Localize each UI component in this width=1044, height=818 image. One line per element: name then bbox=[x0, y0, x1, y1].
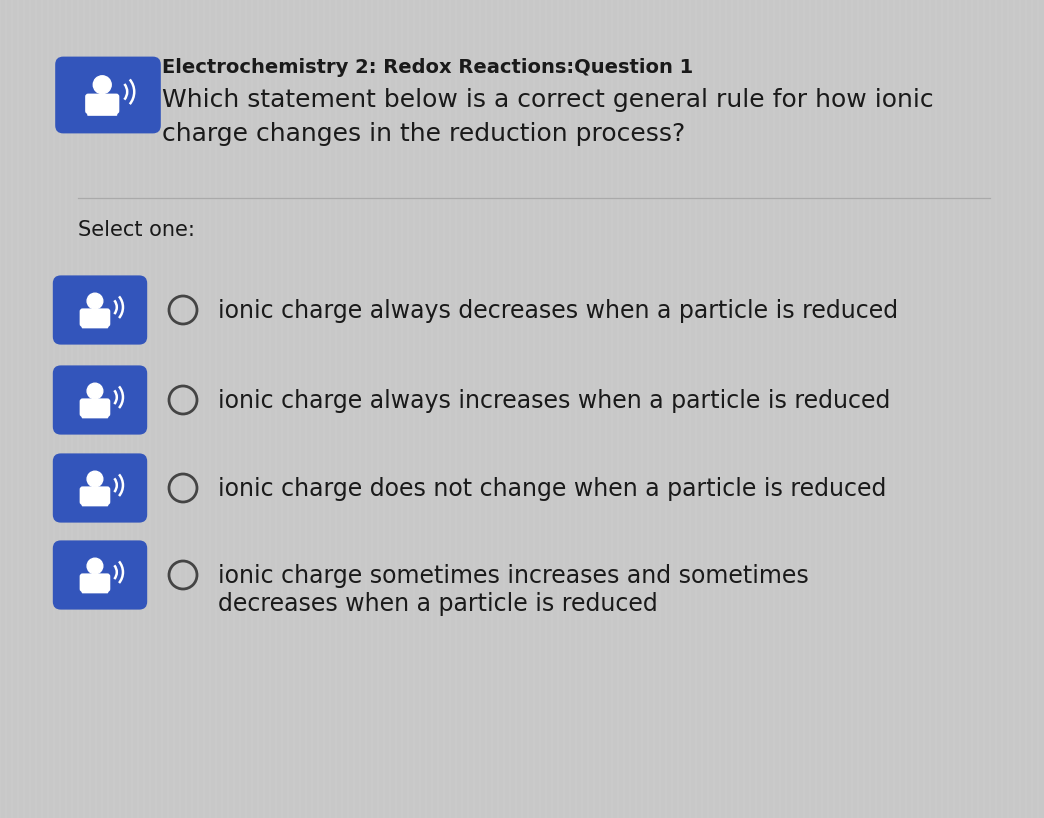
FancyBboxPatch shape bbox=[55, 56, 161, 133]
FancyBboxPatch shape bbox=[79, 308, 111, 327]
Circle shape bbox=[87, 293, 102, 309]
FancyBboxPatch shape bbox=[53, 453, 147, 523]
Text: ionic charge sometimes increases and sometimes: ionic charge sometimes increases and som… bbox=[218, 564, 809, 588]
FancyBboxPatch shape bbox=[86, 93, 119, 114]
Circle shape bbox=[93, 76, 112, 94]
Text: charge changes in the reduction process?: charge changes in the reduction process? bbox=[162, 122, 685, 146]
FancyBboxPatch shape bbox=[81, 413, 109, 418]
Text: Select one:: Select one: bbox=[78, 220, 195, 240]
FancyBboxPatch shape bbox=[81, 588, 109, 593]
Circle shape bbox=[87, 558, 102, 574]
FancyBboxPatch shape bbox=[87, 110, 117, 116]
FancyBboxPatch shape bbox=[79, 573, 111, 592]
FancyBboxPatch shape bbox=[79, 487, 111, 505]
Text: Electrochemistry 2: Redox Reactions:Question 1: Electrochemistry 2: Redox Reactions:Ques… bbox=[162, 58, 693, 77]
Text: ionic charge always increases when a particle is reduced: ionic charge always increases when a par… bbox=[218, 389, 891, 413]
Text: Which statement below is a correct general rule for how ionic: Which statement below is a correct gener… bbox=[162, 88, 933, 112]
FancyBboxPatch shape bbox=[53, 541, 147, 609]
FancyBboxPatch shape bbox=[79, 398, 111, 417]
Circle shape bbox=[87, 383, 102, 399]
Text: ionic charge always decreases when a particle is reduced: ionic charge always decreases when a par… bbox=[218, 299, 898, 323]
FancyBboxPatch shape bbox=[53, 276, 147, 344]
FancyBboxPatch shape bbox=[53, 366, 147, 434]
FancyBboxPatch shape bbox=[81, 323, 109, 328]
Circle shape bbox=[87, 471, 102, 487]
Text: ionic charge does not change when a particle is reduced: ionic charge does not change when a part… bbox=[218, 477, 886, 501]
Text: decreases when a particle is reduced: decreases when a particle is reduced bbox=[218, 592, 658, 616]
FancyBboxPatch shape bbox=[81, 501, 109, 506]
